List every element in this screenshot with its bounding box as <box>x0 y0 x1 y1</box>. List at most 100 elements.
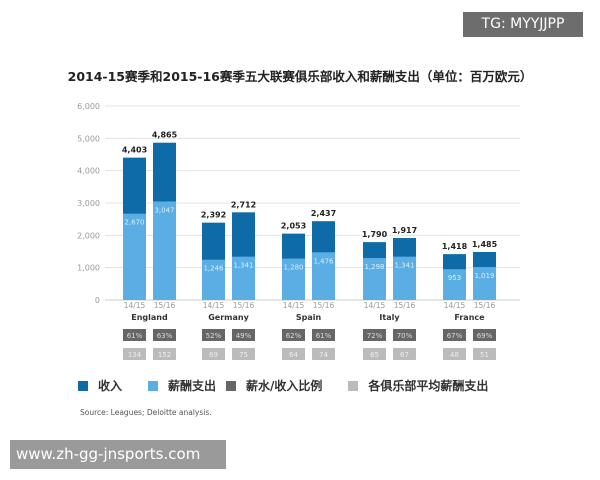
y-tick-label: 2,000 <box>77 231 100 240</box>
ratio-label: 52% <box>206 332 222 340</box>
source-note: Source: Leagues; Deloitte analysis. <box>80 408 212 417</box>
chart-title: 2014-15赛季和2015-16赛季五大联赛俱乐部收入和薪酬支出（单位：百万欧… <box>67 69 533 84</box>
legend-label: 各俱乐部平均薪酬支出 <box>368 379 489 393</box>
ratio-label: 62% <box>286 332 302 340</box>
avg-box <box>153 348 176 360</box>
country-label: Germany <box>208 313 249 322</box>
avg-label: 69 <box>209 351 218 359</box>
revenue-label: 1,790 <box>362 230 388 239</box>
avg-box <box>443 348 466 360</box>
wages-label: 1,341 <box>233 262 253 270</box>
y-tick-label: 6,000 <box>77 102 100 111</box>
avg-box <box>282 348 305 360</box>
ratio-box <box>282 329 305 341</box>
y-tick-label: 4,000 <box>77 167 100 176</box>
wages-label: 953 <box>448 274 461 282</box>
legend-label: 薪水/收入比例 <box>246 379 323 393</box>
revenue-label: 2,712 <box>231 200 256 209</box>
ratio-label: 49% <box>236 332 252 340</box>
tg-badge: TG: MYYJJPP <box>463 12 583 37</box>
y-tick-label: 3,000 <box>77 199 100 208</box>
avg-label: 64 <box>289 351 298 359</box>
revenue-label: 2,392 <box>201 211 226 220</box>
avg-label: 134 <box>128 351 142 359</box>
wages-bar <box>393 256 416 300</box>
wages-label: 1,019 <box>474 272 494 280</box>
country-label: England <box>131 313 168 322</box>
ratio-label: 70% <box>397 332 413 340</box>
wages-bar <box>473 267 496 300</box>
watermark: www.zh-gg-jnsports.com <box>10 440 226 469</box>
season-label: 14/15 <box>364 301 386 310</box>
avg-box <box>202 348 225 360</box>
season-label: 15/16 <box>154 301 176 310</box>
ratio-label: 63% <box>157 332 173 340</box>
season-label: 14/15 <box>124 301 146 310</box>
wages-label: 2,670 <box>124 219 144 227</box>
country-label: Italy <box>379 313 400 322</box>
ratio-box <box>123 329 146 341</box>
ratio-box <box>153 329 176 341</box>
ratio-box <box>312 329 335 341</box>
wages-bar <box>232 256 255 300</box>
ratio-label: 67% <box>447 332 463 340</box>
avg-box <box>232 348 255 360</box>
season-label: 15/16 <box>474 301 496 310</box>
y-tick-label: 0 <box>95 296 100 305</box>
avg-label: 75 <box>239 351 248 359</box>
y-tick-label: 5,000 <box>77 134 100 143</box>
wages-label: 1,246 <box>203 265 224 273</box>
wages-bar <box>312 252 335 300</box>
revenue-label: 4,403 <box>122 146 147 155</box>
chart: 0 1,000 2,000 3,000 4,000 5,000 6,000 4,403 2,67… <box>77 102 520 360</box>
ratio-label: 72% <box>367 332 383 340</box>
revenue-label: 1,485 <box>472 240 498 249</box>
avg-label: 67 <box>400 351 409 359</box>
ratio-box <box>232 329 255 341</box>
ratio-label: 69% <box>477 332 493 340</box>
revenue-label: 4,865 <box>152 131 178 140</box>
legend: 收入 薪酬支出 薪水/收入比例 各俱乐部平均薪酬支出 <box>78 377 514 394</box>
season-label: 15/16 <box>313 301 335 310</box>
season-label: 14/15 <box>203 301 225 310</box>
ratio-label: 61% <box>316 332 332 340</box>
season-label: 15/16 <box>233 301 255 310</box>
revenue-label: 1,917 <box>392 226 417 235</box>
revenue-label: 2,437 <box>311 209 336 218</box>
wages-bar <box>363 258 386 300</box>
wages-label: 3,047 <box>154 206 174 214</box>
avg-label: 51 <box>480 351 489 359</box>
ratio-box <box>363 329 386 341</box>
wages-bar <box>153 201 176 300</box>
wages-bar <box>443 269 466 300</box>
wages-label: 1,476 <box>313 257 334 265</box>
avg-box <box>393 348 416 360</box>
season-label: 15/16 <box>394 301 416 310</box>
wages-bar <box>123 213 146 300</box>
avg-label: 65 <box>370 351 379 359</box>
country-label: France <box>454 313 485 322</box>
revenue-label: 1,418 <box>442 242 468 251</box>
wages-bar <box>282 258 305 300</box>
ratio-box <box>202 329 225 341</box>
wages-label: 1,298 <box>364 263 384 271</box>
avg-box <box>312 348 335 360</box>
season-label: 14/15 <box>283 301 305 310</box>
avg-box <box>473 348 496 360</box>
ratio-label: 61% <box>127 332 143 340</box>
revenue-label: 2,053 <box>281 222 306 231</box>
wages-bar <box>202 259 225 300</box>
wages-label: 1,280 <box>283 264 303 272</box>
season-label: 14/15 <box>444 301 466 310</box>
legend-item-ratio: 薪水/收入比例 <box>226 377 322 394</box>
ratio-box <box>473 329 496 341</box>
avg-label: 74 <box>319 351 328 359</box>
ratio-box <box>393 329 416 341</box>
y-tick-label: 1,000 <box>77 264 100 273</box>
legend-item-revenue: 收入 <box>78 377 122 394</box>
country-label: Spain <box>296 313 322 322</box>
legend-item-wages: 薪酬支出 <box>148 377 216 394</box>
wages-label: 1,341 <box>394 262 414 270</box>
avg-label: 152 <box>158 351 171 359</box>
avg-box <box>363 348 386 360</box>
